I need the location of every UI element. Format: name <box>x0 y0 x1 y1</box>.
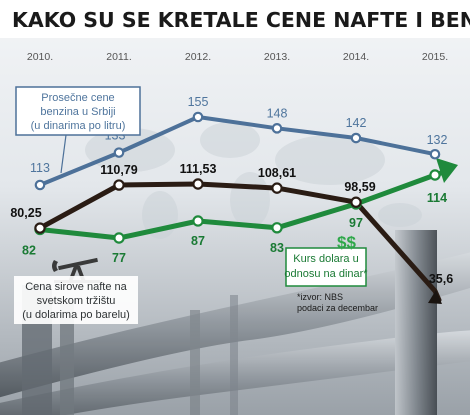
legend-dollar-line-1: Kurs dolara u <box>293 253 358 265</box>
data-point-petrol <box>34 179 46 191</box>
data-label-petrol: 132 <box>427 133 448 147</box>
legend-petrol-line-2: benzina u Srbiji <box>40 106 115 118</box>
data-label-oil: 110,79 <box>100 163 138 177</box>
data-point-dollar <box>192 215 204 227</box>
data-label-dollar: 97 <box>349 216 363 230</box>
series-data-labels: 113133155148142132827787839711480,25110,… <box>10 95 453 286</box>
data-label-oil: 35,6 <box>429 272 453 286</box>
data-point-petrol <box>192 111 204 123</box>
data-label-dollar: 87 <box>191 234 205 248</box>
data-point-oil <box>350 196 362 208</box>
legend-petrol-line-3: (u dinarima po litru) <box>31 120 126 132</box>
data-point-oil <box>34 222 46 234</box>
data-point-oil <box>271 182 283 194</box>
data-label-petrol: 113 <box>30 161 50 175</box>
data-label-petrol: 142 <box>346 116 367 130</box>
chart-title: KAKO SU SE KRETALE CENE NAFTE I BENZINA <box>12 8 470 32</box>
x-tick-label: 2012. <box>185 51 211 63</box>
data-point-dollar <box>271 222 283 234</box>
data-label-dollar: 82 <box>22 243 36 257</box>
legend-oil: Cena sirove nafte na svetskom tržištu (u… <box>14 276 138 324</box>
dollar-arrow-head-icon <box>436 158 458 183</box>
data-point-petrol <box>429 148 441 160</box>
data-point-petrol <box>271 123 283 134</box>
data-label-oil: 80,25 <box>10 206 41 220</box>
pipe-vertical-icon <box>395 230 437 415</box>
data-label-dollar: 77 <box>112 251 126 265</box>
legend-petrol: Prosečne cene benzina u Srbiji (u dinari… <box>15 86 141 174</box>
legend-dollar-line-2: odnosu na dinar* <box>284 268 368 280</box>
legend-oil-line-2: svetskom tržištu <box>37 295 116 307</box>
legend-petrol-line-1: Prosečne cene <box>41 92 114 104</box>
data-label-dollar: 83 <box>270 241 284 255</box>
series-points <box>34 111 441 244</box>
data-point-dollar <box>429 169 441 181</box>
footnote-line-1: *izvor: NBS <box>297 292 343 302</box>
legend-oil-line-3: (u dolarima po barelu) <box>22 309 130 321</box>
data-label-oil: 98,59 <box>344 180 375 194</box>
data-label-petrol: 148 <box>267 106 288 120</box>
series-line-petrol <box>38 115 437 187</box>
footnote-line-2: podaci za decembar <box>297 303 378 313</box>
dollar-sign-icon: $$ <box>337 233 356 252</box>
x-axis-tick-labels: 2010. 2011. 2012. 2013. 2014. 2015. <box>27 51 448 63</box>
data-point-dollar <box>113 232 125 244</box>
data-label-dollar: 114 <box>427 191 447 205</box>
data-point-petrol <box>350 132 362 144</box>
oil-arrow-head-icon <box>428 290 442 304</box>
data-label-oil: 108,61 <box>258 166 296 180</box>
x-tick-label: 2015. <box>422 51 448 63</box>
x-tick-label: 2014. <box>343 51 369 63</box>
legend-oil-line-1: Cena sirove nafte na <box>25 281 127 293</box>
data-label-petrol: 155 <box>188 95 209 109</box>
x-tick-label: 2013. <box>264 51 290 63</box>
x-tick-label: 2011. <box>106 51 132 63</box>
x-tick-label: 2010. <box>27 51 53 63</box>
data-label-oil: 111,53 <box>180 162 217 176</box>
data-point-petrol <box>113 147 125 158</box>
data-point-oil <box>113 179 125 191</box>
legend-dollar: Kurs dolara u odnosu na dinar* $$ <box>284 233 368 287</box>
footnote: *izvor: NBS podaci za decembar <box>297 292 378 313</box>
data-point-oil <box>192 178 204 190</box>
